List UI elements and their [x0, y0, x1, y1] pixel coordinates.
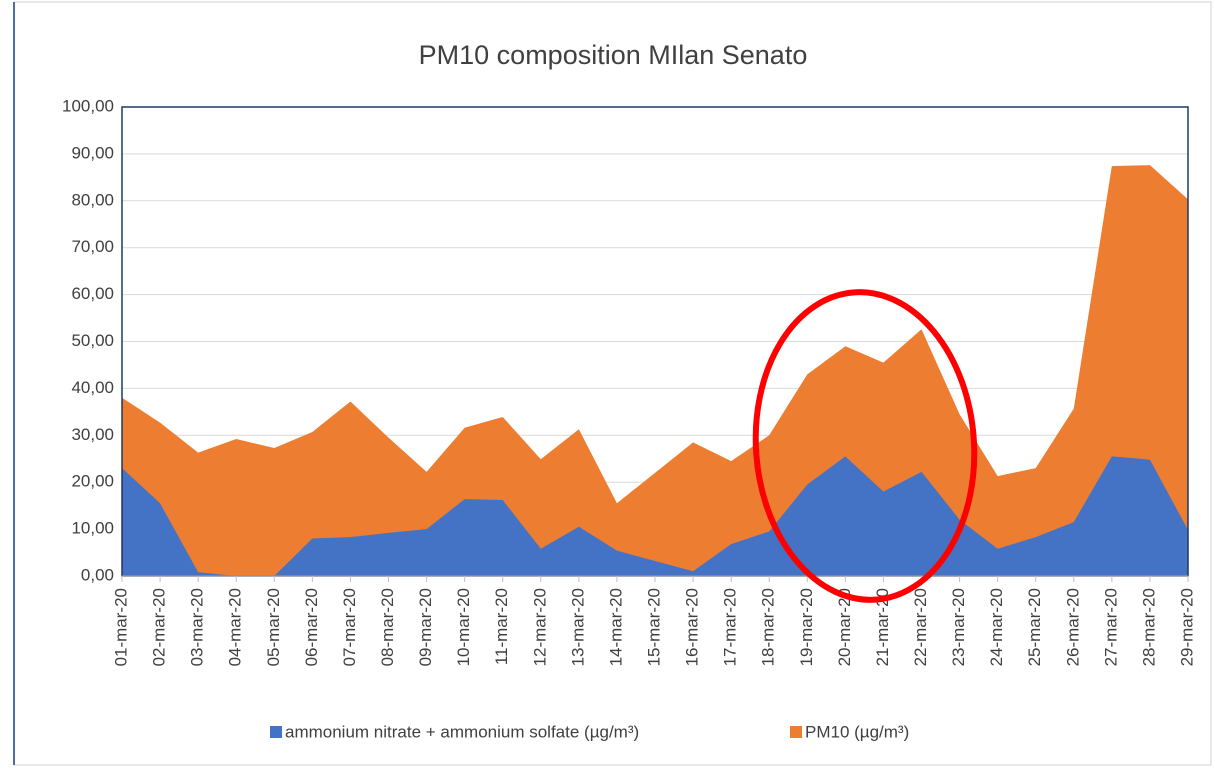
x-tick-label: 24-mar-20	[987, 588, 1006, 666]
legend-swatch	[270, 726, 282, 738]
x-tick-label: 15-mar-20	[644, 588, 663, 666]
x-tick-label: 26-mar-20	[1063, 588, 1082, 666]
y-tick-label: 50,00	[71, 331, 114, 350]
x-tick-label: 28-mar-20	[1139, 588, 1158, 666]
y-tick-label: 90,00	[71, 143, 114, 162]
y-tick-label: 60,00	[71, 284, 114, 303]
x-tick-label: 27-mar-20	[1101, 588, 1120, 666]
x-tick-label: 03-mar-20	[188, 588, 207, 666]
y-tick-label: 70,00	[71, 237, 114, 256]
chart-frame	[13, 1, 1212, 766]
x-tick-label: 13-mar-20	[568, 588, 587, 666]
x-tick-label: 02-mar-20	[150, 588, 169, 666]
x-tick-label: 04-mar-20	[226, 588, 245, 666]
x-tick-label: 16-mar-20	[683, 588, 702, 666]
x-tick-label: 08-mar-20	[378, 588, 397, 666]
highlight-ellipse	[752, 289, 978, 603]
y-tick-label: 100,00	[62, 96, 114, 115]
x-tick-label: 18-mar-20	[759, 588, 778, 666]
y-tick-label: 20,00	[71, 472, 114, 491]
x-tick-label: 23-mar-20	[949, 588, 968, 666]
x-tick-label: 20-mar-20	[835, 588, 854, 666]
y-tick-label: 40,00	[71, 378, 114, 397]
area	[122, 456, 1188, 576]
chart-title: PM10 composition MIlan Senato	[419, 40, 808, 70]
x-tick-label: 01-mar-20	[111, 588, 130, 666]
x-tick-label: 10-mar-20	[454, 588, 473, 666]
x-tick-label: 06-mar-20	[302, 588, 321, 666]
x-tick-label: 21-mar-20	[873, 588, 892, 666]
y-tick-label: 30,00	[71, 425, 114, 444]
legend-label: ammonium nitrate + ammonium solfate (µg/…	[285, 722, 639, 741]
x-tick-label: 17-mar-20	[721, 588, 740, 666]
x-tick-label: 14-mar-20	[606, 588, 625, 666]
y-tick-label: 10,00	[71, 519, 114, 538]
x-tick-label: 11-mar-20	[492, 588, 511, 665]
legend-swatch	[790, 726, 802, 738]
x-tick-label: 09-mar-20	[416, 588, 435, 666]
y-tick-label: 80,00	[71, 190, 114, 209]
x-tick-label: 19-mar-20	[797, 588, 816, 666]
x-tick-label: 22-mar-20	[911, 588, 930, 666]
plot: 0,00 10,00 20,00 30,00 40,00 50,00 60,00 70,00 8…	[62, 96, 1196, 666]
x-tick-label: 05-mar-20	[264, 588, 283, 666]
y-tick-label: 0,00	[81, 565, 114, 584]
x-tick-label: 12-mar-20	[530, 588, 549, 666]
legend-label: PM10 (µg/m³)	[805, 722, 909, 741]
x-tick-label: 29-mar-20	[1177, 588, 1196, 666]
x-tick-label: 25-mar-20	[1025, 588, 1044, 666]
x-tick-label: 07-mar-20	[340, 588, 359, 666]
